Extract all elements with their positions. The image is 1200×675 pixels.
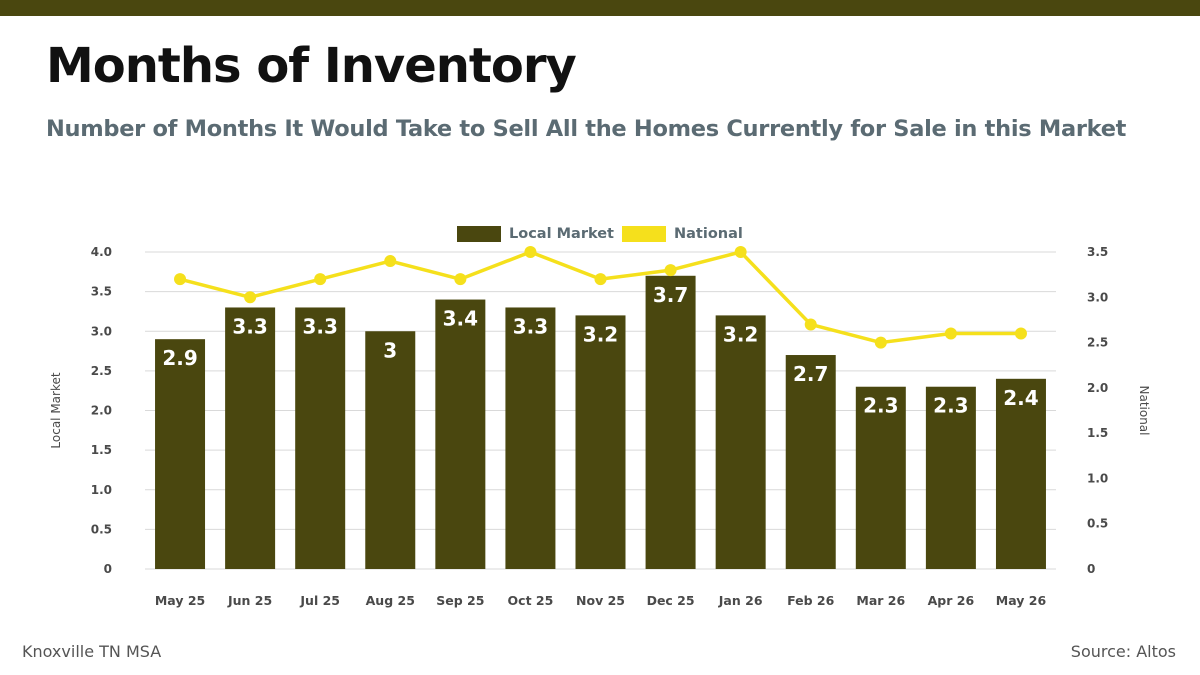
national-point (174, 273, 187, 286)
y-right-tick-label: 0 (1087, 562, 1095, 576)
legend-label-national: National (674, 226, 743, 242)
bar (995, 378, 1046, 569)
legend-label-local: Local Market (509, 226, 614, 242)
bar-data-label: 3.3 (232, 314, 267, 338)
bar-data-label: 3.7 (653, 283, 688, 307)
bar (645, 275, 696, 569)
national-point (454, 273, 467, 286)
y-left-tick-label: 4.0 (91, 245, 112, 259)
bar (855, 386, 906, 569)
y-right-tick-label: 2.5 (1087, 336, 1108, 350)
national-point (944, 327, 957, 340)
bar (295, 307, 346, 569)
market-name: Knoxville TN MSA (22, 642, 162, 661)
bar (575, 315, 626, 569)
x-tick-label: Jan 26 (718, 593, 763, 608)
source-label: Source: Altos (1070, 642, 1176, 661)
y-right-tick-label: 1.5 (1087, 426, 1108, 440)
x-tick-label: Feb 26 (787, 593, 835, 608)
x-tick-label: May 25 (155, 593, 205, 608)
y-left-tick-label: 1.5 (91, 443, 112, 457)
y-left-axis-label: Local Market (49, 372, 63, 448)
bar-data-label: 3.3 (302, 314, 337, 338)
bar-data-label: 3.2 (723, 322, 758, 346)
national-point (244, 291, 257, 304)
y-right-tick-label: 0.5 (1087, 517, 1108, 531)
national-point (874, 336, 887, 349)
x-tick-label: Nov 25 (576, 593, 625, 608)
bar-data-label: 2.3 (863, 394, 898, 418)
bar (155, 339, 206, 569)
bar-data-label: 3.2 (583, 322, 618, 346)
bar-data-label: 2.4 (1003, 386, 1038, 410)
legend-swatch-local (457, 226, 501, 242)
national-point (734, 246, 747, 258)
bar-data-label: 2.7 (793, 362, 828, 386)
y-left-tick-label: 3.0 (91, 324, 112, 338)
x-tick-label: Dec 25 (647, 593, 695, 608)
national-point (664, 264, 677, 277)
y-left-tick-label: 3.5 (91, 285, 112, 299)
national-point (314, 273, 327, 286)
bar (435, 299, 486, 569)
x-tick-label: Jun 25 (227, 593, 272, 608)
national-point (1014, 327, 1027, 340)
legend-swatch-national (622, 226, 666, 242)
y-left-tick-label: 0.5 (91, 522, 112, 536)
x-tick-label: May 26 (996, 593, 1047, 608)
national-point (524, 246, 537, 258)
bar (785, 355, 836, 569)
bar (225, 307, 276, 569)
page-title: Months of Inventory (46, 38, 577, 94)
y-right-tick-label: 3.5 (1087, 245, 1108, 259)
page-subtitle: Number of Months It Would Take to Sell A… (46, 116, 1127, 142)
x-tick-label: Aug 25 (366, 593, 415, 608)
y-right-tick-label: 1.0 (1087, 471, 1108, 485)
y-left-tick-label: 2.0 (91, 404, 112, 418)
bar (925, 386, 976, 569)
y-left-tick-label: 2.5 (91, 364, 112, 378)
y-right-axis-label: National (1137, 385, 1151, 435)
bar-data-label: 3.3 (513, 314, 548, 338)
y-left-tick-label: 1.0 (91, 483, 112, 497)
x-tick-label: Apr 26 (928, 593, 975, 608)
national-point (384, 255, 397, 268)
bar-data-label: 2.3 (933, 394, 968, 418)
x-tick-label: Oct 25 (508, 593, 554, 608)
x-tick-label: Sep 25 (436, 593, 484, 608)
bar (505, 307, 556, 569)
bar-data-label: 2.9 (162, 346, 197, 370)
bar (715, 315, 766, 569)
x-tick-label: Jul 25 (299, 593, 340, 608)
top-band (0, 0, 1200, 16)
y-right-tick-label: 2.0 (1087, 381, 1108, 395)
x-tick-label: Mar 26 (856, 593, 905, 608)
national-point (804, 318, 817, 331)
y-right-tick-label: 3.0 (1087, 290, 1108, 304)
bar (365, 331, 416, 569)
national-point (594, 273, 607, 286)
bar-data-label: 3.4 (443, 307, 478, 331)
y-left-tick-label: 0 (104, 562, 112, 576)
bar-data-label: 3 (383, 338, 397, 362)
